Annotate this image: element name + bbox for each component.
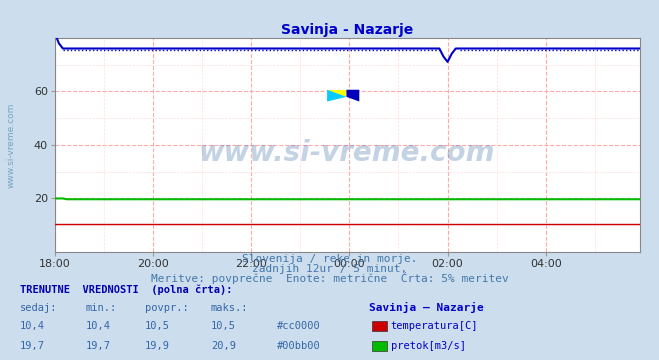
Text: pretok[m3/s]: pretok[m3/s] xyxy=(391,341,466,351)
Text: 19,7: 19,7 xyxy=(20,341,45,351)
Text: Savinja – Nazarje: Savinja – Nazarje xyxy=(369,302,484,314)
Text: www.si-vreme.com: www.si-vreme.com xyxy=(199,139,496,167)
Text: Meritve: povprečne  Enote: metrične  Črta: 5% meritev: Meritve: povprečne Enote: metrične Črta:… xyxy=(151,271,508,284)
Polygon shape xyxy=(327,90,347,97)
Polygon shape xyxy=(327,90,347,102)
Text: sedaj:: sedaj: xyxy=(20,303,57,314)
Text: min.:: min.: xyxy=(86,303,117,314)
Text: 10,4: 10,4 xyxy=(86,321,111,332)
Text: zadnjih 12ur / 5 minut.: zadnjih 12ur / 5 minut. xyxy=(252,264,407,274)
Text: 10,4: 10,4 xyxy=(20,321,45,332)
Text: #cc0000: #cc0000 xyxy=(277,321,320,332)
Text: 10,5: 10,5 xyxy=(145,321,170,332)
Text: 10,5: 10,5 xyxy=(211,321,236,332)
Text: maks.:: maks.: xyxy=(211,303,248,314)
Text: Slovenija / reke in morje.: Slovenija / reke in morje. xyxy=(242,254,417,264)
Text: 19,7: 19,7 xyxy=(86,341,111,351)
Title: Savinja - Nazarje: Savinja - Nazarje xyxy=(281,23,413,37)
Text: 19,9: 19,9 xyxy=(145,341,170,351)
Text: temperatura[C]: temperatura[C] xyxy=(391,321,478,332)
Text: povpr.:: povpr.: xyxy=(145,303,188,314)
Text: 20,9: 20,9 xyxy=(211,341,236,351)
Text: #00bb00: #00bb00 xyxy=(277,341,320,351)
Polygon shape xyxy=(347,90,359,102)
Text: www.si-vreme.com: www.si-vreme.com xyxy=(7,102,15,188)
Text: TRENUTNE  VREDNOSTI  (polna črta):: TRENUTNE VREDNOSTI (polna črta): xyxy=(20,285,232,296)
